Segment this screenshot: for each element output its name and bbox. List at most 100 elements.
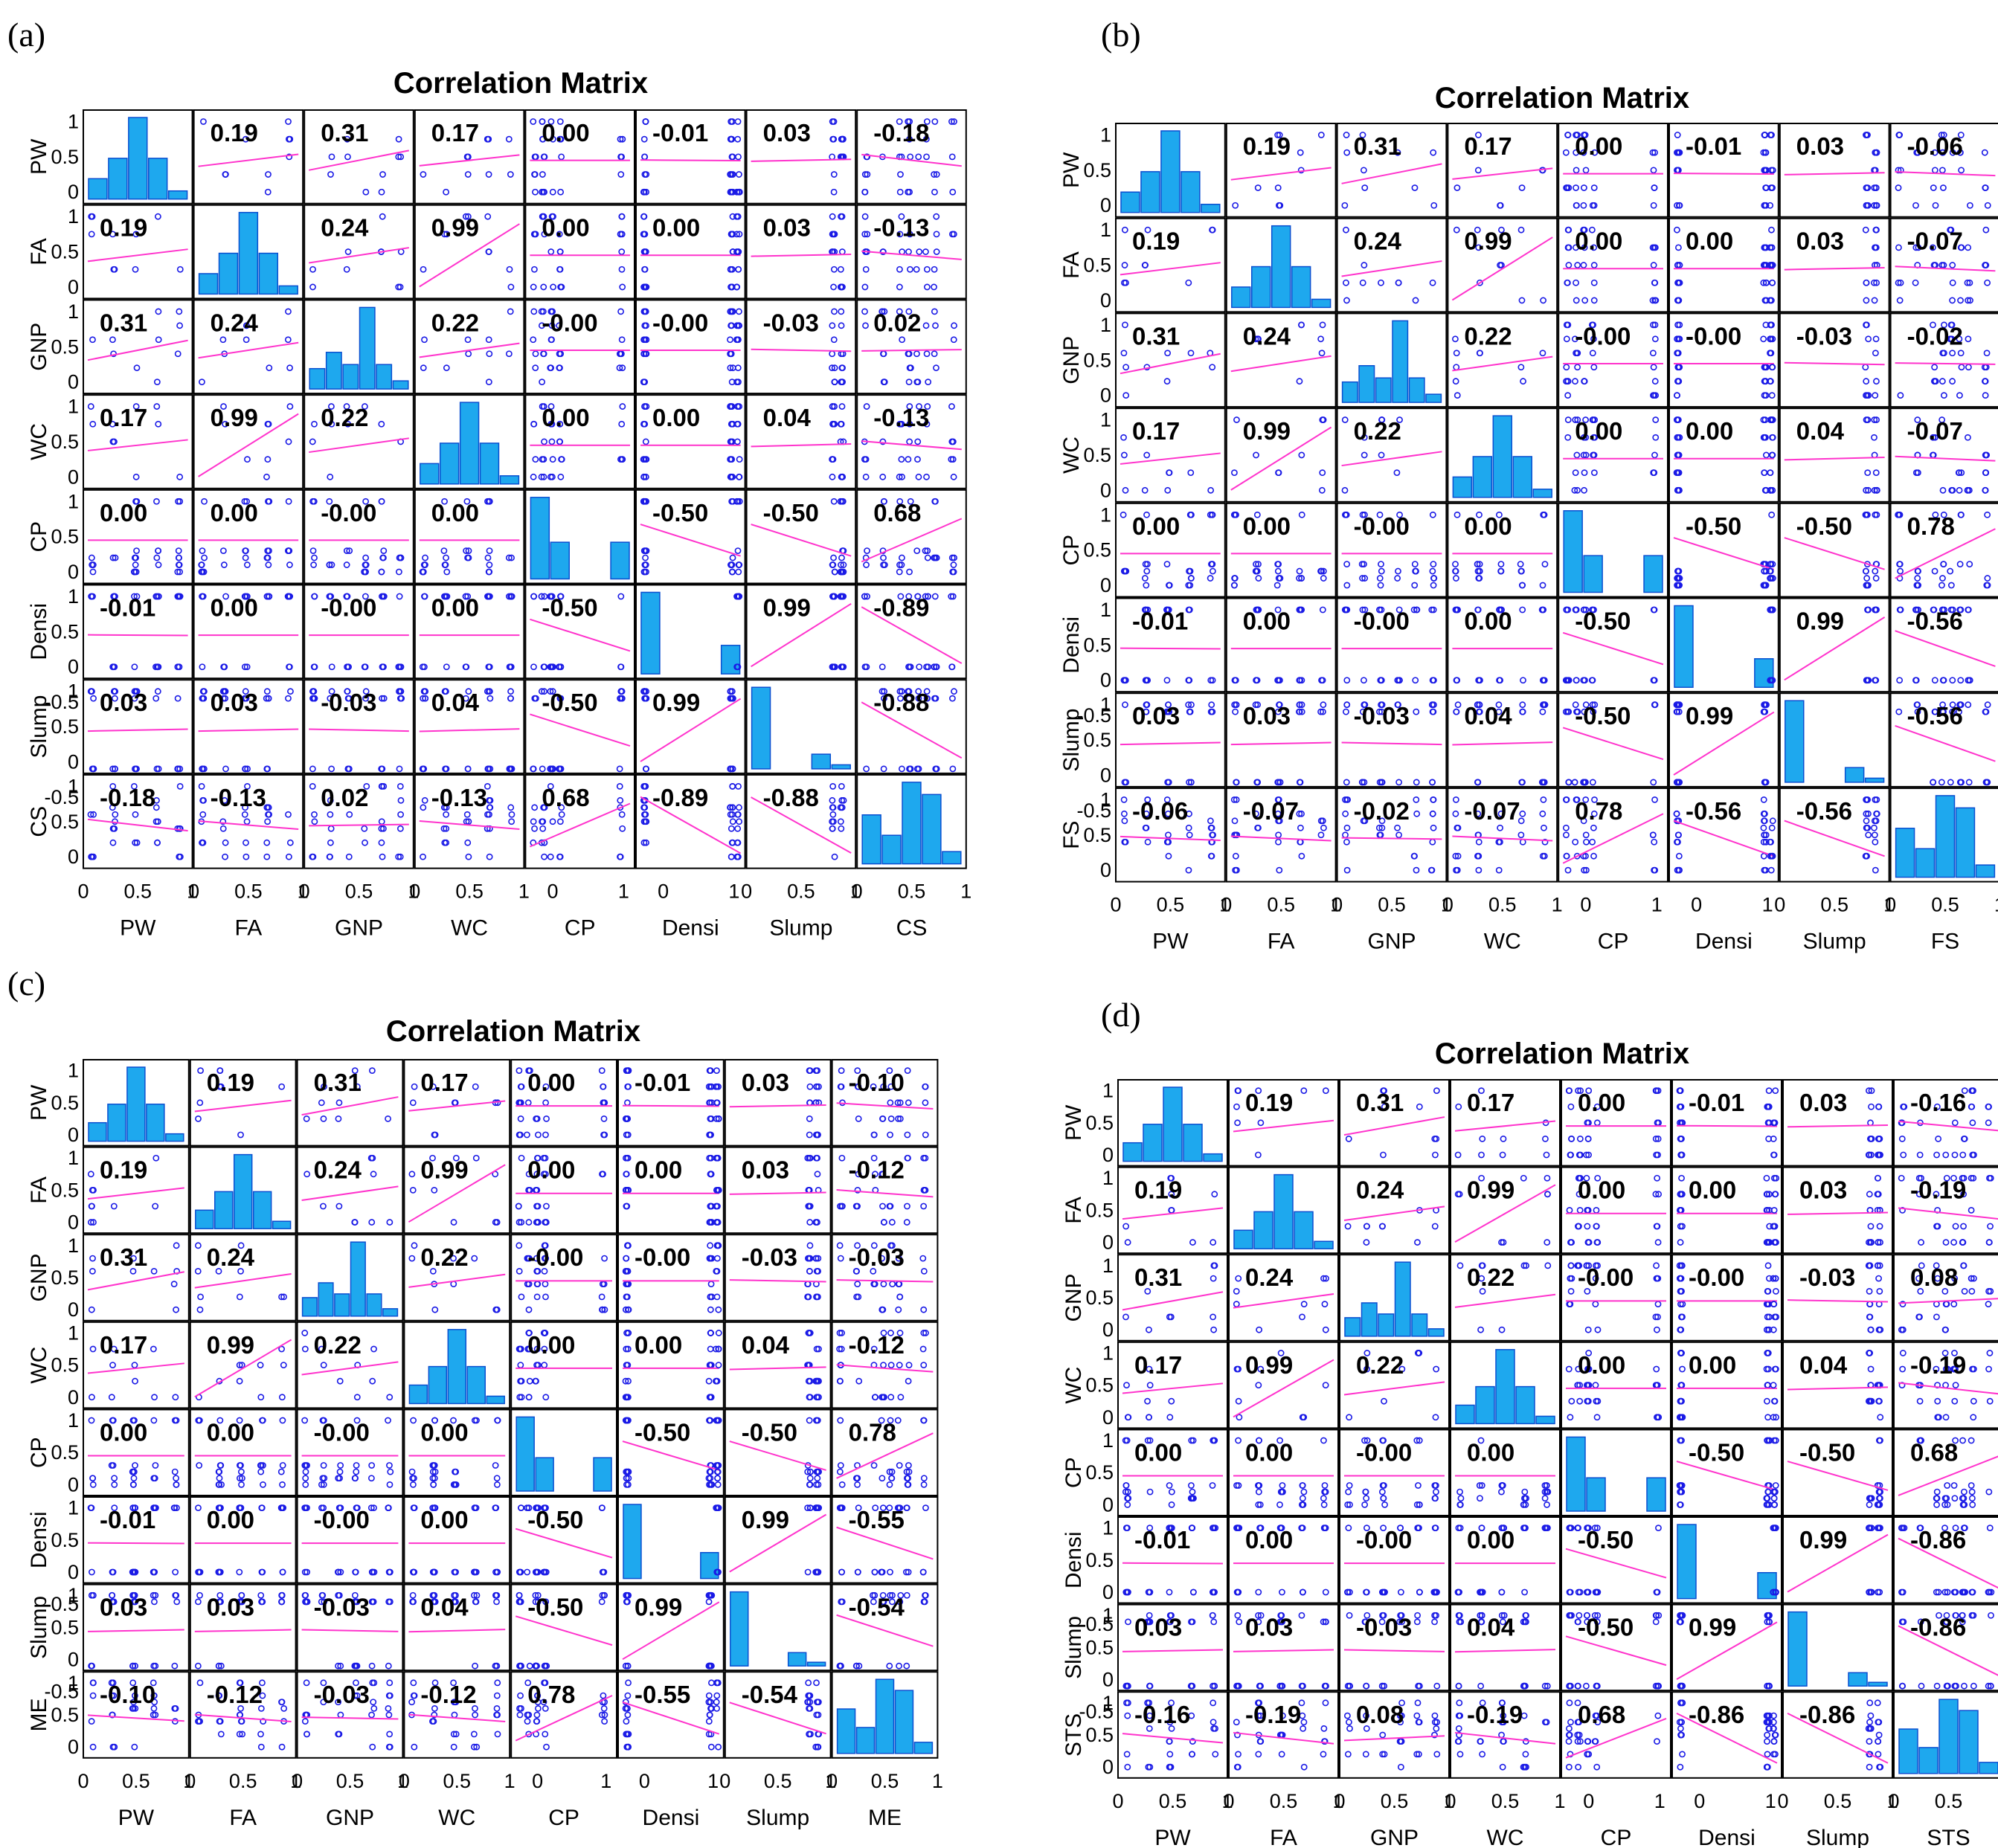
scatter-point bbox=[133, 593, 141, 600]
column-label: WC bbox=[451, 916, 488, 941]
scatter-point bbox=[641, 547, 648, 554]
scatter-point bbox=[831, 364, 838, 372]
scatter-point bbox=[829, 213, 836, 220]
scatter-point bbox=[265, 695, 272, 702]
cell-frame bbox=[856, 679, 967, 774]
scatter-point bbox=[131, 568, 138, 576]
scatter-point bbox=[199, 663, 206, 671]
matrix-cell: -0.07 bbox=[1889, 408, 1998, 503]
histogram-bar bbox=[309, 367, 326, 390]
matrix-cell: -0.00 bbox=[510, 1234, 618, 1321]
cell-frame bbox=[635, 109, 746, 205]
scatter-point bbox=[111, 663, 118, 671]
scatter-point bbox=[344, 688, 351, 695]
cell-frame bbox=[856, 584, 967, 680]
fit-line bbox=[198, 728, 299, 733]
cell-frame bbox=[83, 204, 193, 300]
scatter-point bbox=[133, 688, 141, 695]
y-tick-label: 0.5 bbox=[1083, 539, 1111, 561]
scatter-point bbox=[242, 135, 249, 143]
histogram-bar bbox=[1311, 298, 1332, 309]
scatter-point bbox=[462, 213, 469, 220]
correlation-label: -0.00 bbox=[652, 309, 708, 336]
matrix-cell: 0.03 bbox=[193, 679, 304, 774]
matrix-cell: -0.01 bbox=[1668, 123, 1779, 218]
scatter-point bbox=[733, 283, 740, 291]
scatter-point bbox=[830, 283, 837, 291]
correlation-label: 0.00 bbox=[431, 499, 479, 527]
matrix-cell: -0.06 bbox=[1889, 123, 1998, 218]
matrix-cell: 0.00 bbox=[1115, 502, 1226, 598]
scatter-point bbox=[420, 688, 428, 695]
cell-frame bbox=[303, 489, 414, 585]
matrix-cell: -0.50 bbox=[1668, 502, 1779, 598]
scatter-point bbox=[198, 782, 205, 790]
correlation-label: 0.24 bbox=[1354, 228, 1402, 255]
matrix-cell: 0.00 bbox=[403, 1496, 511, 1584]
matrix-cell: -0.01 bbox=[83, 584, 193, 680]
matrix-cell bbox=[856, 773, 967, 869]
scatter-point bbox=[89, 593, 96, 600]
scatter-point bbox=[916, 248, 923, 255]
scatter-point bbox=[266, 364, 273, 372]
scatter-point bbox=[176, 853, 184, 860]
fit-line bbox=[1673, 173, 1774, 176]
correlation-label: -0.07 bbox=[1243, 797, 1299, 825]
correlation-label: 0.00 bbox=[527, 1331, 575, 1359]
scatter-point bbox=[948, 231, 956, 238]
matrix-cell: 0.03 bbox=[189, 1583, 297, 1672]
scatter-point bbox=[222, 839, 229, 846]
scatter-point bbox=[220, 561, 228, 568]
scatter-point bbox=[838, 364, 846, 372]
correlation-label: 0.99 bbox=[742, 1506, 789, 1533]
scatter-point bbox=[530, 308, 538, 315]
matrix-cell: -0.03 bbox=[831, 1234, 939, 1321]
scatter-point bbox=[616, 765, 623, 773]
scatter-point bbox=[266, 498, 273, 505]
matrix-cell: 0.24 bbox=[189, 1234, 297, 1321]
correlation-label: 0.04 bbox=[742, 1331, 790, 1359]
scatter-point bbox=[734, 403, 741, 410]
scatter-point bbox=[155, 308, 162, 315]
fit-line bbox=[87, 728, 188, 733]
x-tick-label: 0.5 bbox=[1378, 894, 1406, 916]
scatter-point bbox=[286, 135, 292, 143]
scatter-point bbox=[733, 498, 741, 505]
scatter-point bbox=[924, 695, 931, 702]
scatter-point bbox=[923, 265, 931, 273]
scatter-point bbox=[830, 118, 838, 125]
matrix-cell: -0.03 bbox=[1767, 312, 1890, 408]
scatter-point bbox=[241, 498, 248, 505]
histogram-bar bbox=[408, 1384, 428, 1405]
scatter-point bbox=[242, 688, 249, 695]
scatter-point bbox=[443, 688, 449, 695]
matrix-cell: -0.03 bbox=[1336, 692, 1448, 788]
scatter-point bbox=[242, 839, 249, 846]
scatter-point bbox=[443, 663, 450, 671]
scatter-point bbox=[222, 765, 229, 773]
scatter-point bbox=[530, 765, 537, 773]
scatter-point bbox=[441, 561, 449, 568]
column-label: PW bbox=[1152, 930, 1189, 954]
scatter-point bbox=[907, 765, 914, 773]
y-tick-label: 0 bbox=[68, 846, 79, 868]
scatter-point bbox=[736, 561, 743, 568]
scatter-point bbox=[734, 547, 742, 554]
y-tick-label: 0.5 bbox=[1083, 159, 1111, 181]
scatter-point bbox=[199, 765, 206, 773]
row-label: PW bbox=[27, 138, 51, 175]
correlation-label: -0.07 bbox=[1907, 228, 1963, 255]
histogram-bar bbox=[1512, 456, 1532, 498]
matrix-cell: 0.99 bbox=[713, 1496, 832, 1584]
correlation-label: 0.00 bbox=[652, 404, 700, 431]
histogram-bar bbox=[1915, 848, 1936, 878]
cell-frame bbox=[635, 204, 746, 300]
x-tick-label: 1 bbox=[1552, 894, 1563, 916]
matrix-cell: 0.02 bbox=[856, 299, 967, 395]
scatter-point bbox=[176, 593, 184, 600]
matrix-cell: 0.99 bbox=[1447, 217, 1558, 313]
fit-line bbox=[87, 1542, 184, 1545]
scatter-point bbox=[264, 818, 272, 825]
scatter-point bbox=[861, 171, 869, 178]
histogram-bar bbox=[902, 782, 922, 865]
